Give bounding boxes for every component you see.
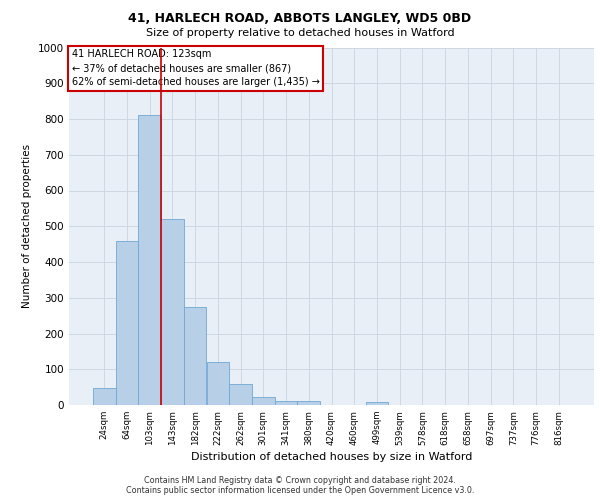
Bar <box>275 402 298 405</box>
Bar <box>298 402 320 405</box>
Text: Contains HM Land Registry data © Crown copyright and database right 2024.: Contains HM Land Registry data © Crown c… <box>144 476 456 485</box>
Bar <box>252 397 275 405</box>
Bar <box>206 362 229 405</box>
Bar <box>365 402 388 405</box>
Text: Size of property relative to detached houses in Watford: Size of property relative to detached ho… <box>146 28 454 38</box>
Bar <box>116 240 139 405</box>
Bar <box>161 219 184 405</box>
Bar <box>139 116 161 405</box>
Bar <box>184 306 206 405</box>
Bar <box>229 384 252 405</box>
Text: Contains public sector information licensed under the Open Government Licence v3: Contains public sector information licen… <box>126 486 474 495</box>
Text: 41, HARLECH ROAD, ABBOTS LANGLEY, WD5 0BD: 41, HARLECH ROAD, ABBOTS LANGLEY, WD5 0B… <box>128 12 472 26</box>
Y-axis label: Number of detached properties: Number of detached properties <box>22 144 32 308</box>
X-axis label: Distribution of detached houses by size in Watford: Distribution of detached houses by size … <box>191 452 472 462</box>
Text: 41 HARLECH ROAD: 123sqm
← 37% of detached houses are smaller (867)
62% of semi-d: 41 HARLECH ROAD: 123sqm ← 37% of detache… <box>71 50 320 88</box>
Bar <box>93 388 116 405</box>
